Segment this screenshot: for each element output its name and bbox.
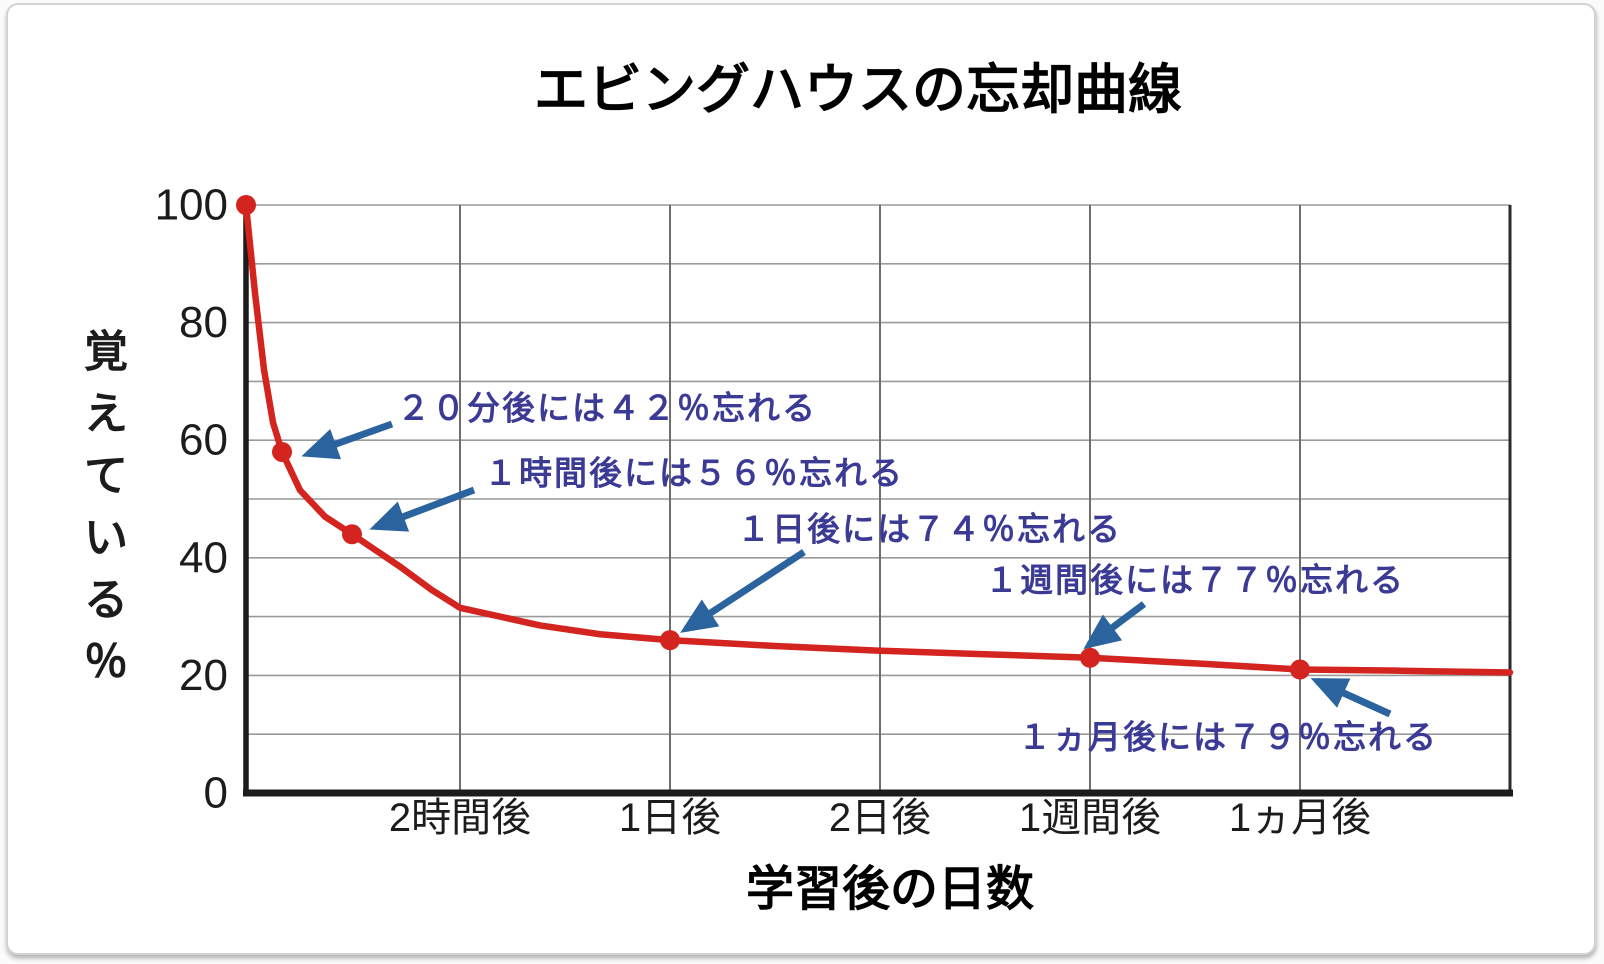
y-axis-title-char: ％ [84,638,128,687]
chart-title: エビングハウスの忘却曲線 [534,60,1182,120]
y-tick-label: 80 [179,298,228,347]
annotation-label: １週間後には７７％忘れる [985,562,1405,599]
annotation-label: １ヵ月後には７９％忘れる [1018,719,1438,756]
annotation-arrow [301,420,394,460]
data-point-dot [272,441,292,462]
x-tick-label: 1日後 [619,796,721,840]
data-point-dot [660,630,680,651]
x-tick-label: 2時間後 [389,796,531,840]
forgetting-curve-line [242,201,1514,676]
y-tick-label: 20 [179,651,228,700]
y-tick-label: 100 [155,181,228,230]
annotation-arrow [369,486,476,532]
annotation-arrow [1310,677,1392,718]
annotation-arrow [1083,601,1147,650]
y-axis-title-char: て [84,452,128,501]
y-axis-title-char: る [84,576,128,625]
y-tick-label: 0 [204,769,228,818]
x-tick-label: 1ヵ月後 [1229,796,1371,840]
data-point-dot [236,195,256,215]
y-tick-label: 40 [179,533,228,582]
axes [243,201,1513,797]
y-axis-title-char: い [84,514,128,563]
x-tick-label: 1週間後 [1019,796,1161,840]
x-tick-label: 2日後 [829,796,931,840]
annotation-label: １日後には７４％忘れる [737,511,1122,548]
y-axis-ticks: 100 80 60 40 20 0 [155,181,228,818]
data-point-dot [1080,647,1100,668]
gridlines [246,204,1510,793]
annotation-label: １時間後には５６％忘れる [484,455,904,492]
data-point-dot [342,524,362,545]
data-point-dot [1290,659,1310,680]
y-axis-title-char: え [84,390,128,439]
y-tick-label: 60 [179,416,228,465]
retention-curve [242,201,1514,676]
data-points [236,195,1310,680]
x-axis-ticks: 2時間後 1日後 2日後 1週間後 1ヵ月後 [389,796,1371,840]
annotation-label: ２０分後には４２％忘れる [397,390,817,427]
annotation-arrow [680,549,806,633]
y-axis-title-char: 覚 [84,328,128,377]
annotations: ２０分後には４２％忘れる １時間後には５６％忘れる １日後には７４％忘れる １週間後に… [301,390,1438,756]
x-axis-title-text: 学習後の日数 [746,863,1034,916]
